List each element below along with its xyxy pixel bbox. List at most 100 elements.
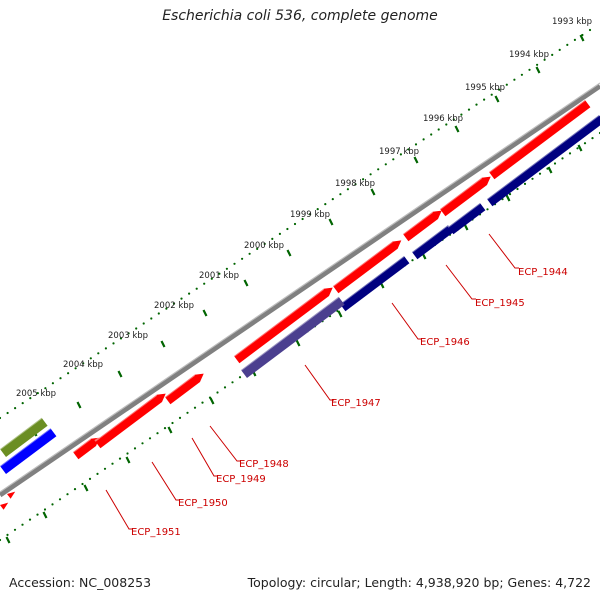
outer-tick-dot: [551, 53, 554, 57]
gene-forward-4[interactable]: [488, 99, 591, 180]
gene-label-leader: [151, 461, 180, 501]
outer-tick-dot: [165, 307, 168, 310]
outer-tick-dot: [286, 227, 289, 231]
gene-olive-body: [0, 417, 48, 457]
inner-tick-dot: [223, 386, 227, 389]
gene-label-leader: [209, 425, 241, 462]
gene-ecp-1947-forward[interactable]: [233, 287, 333, 364]
outer-tick-dot: [6, 411, 9, 415]
inner-tick-dot: [193, 406, 197, 409]
outer-tick-dot: [44, 387, 47, 390]
outer-tick-dot: [89, 357, 92, 360]
outer-tick-dot: [14, 407, 17, 410]
gene-ecp-1947[interactable]: [240, 295, 345, 378]
gene-label[interactable]: ECP_1945: [475, 298, 525, 309]
outer-tick-dot: [195, 287, 198, 290]
outer-tick-dot: [119, 337, 123, 340]
outer-tick-dot: [59, 377, 62, 380]
inner-tick-dot: [66, 493, 69, 496]
outer-tick-dot: [588, 28, 592, 32]
outer-tick-dot: [573, 38, 577, 42]
gene-forward-2[interactable]: [402, 210, 442, 242]
major-tick: [286, 249, 292, 257]
outer-tick-dot: [248, 252, 251, 255]
outer-tick-dot: [21, 402, 24, 405]
kbp-tick-label: 1997 kbp: [379, 147, 419, 157]
gene-blue[interactable]: [0, 427, 57, 474]
gene-label[interactable]: ECP_1950: [178, 498, 228, 509]
gene-ecp-1946-highlight: [339, 255, 405, 305]
gene-label[interactable]: ECP_1948: [239, 459, 289, 470]
major-tick: [243, 279, 249, 287]
major-tick: [370, 188, 376, 196]
major-tick: [413, 156, 419, 164]
gene-label[interactable]: ECP_1944: [518, 267, 568, 278]
gene-olive[interactable]: [0, 416, 48, 457]
outer-tick-dot: [180, 297, 183, 300]
outer-tick-dot: [566, 43, 569, 47]
gene-label[interactable]: ECP_1946: [420, 337, 470, 348]
backbone-highlight: [0, 82, 600, 493]
major-tick: [577, 144, 583, 152]
major-tick: [494, 95, 500, 103]
gene-label[interactable]: ECP_1947: [331, 398, 381, 409]
kbp-tick-label: 2002 kbp: [154, 301, 194, 311]
outer-tick-dot: [483, 98, 486, 101]
major-tick: [202, 309, 208, 317]
gene-fragment-2[interactable]: [7, 491, 16, 499]
gene-ecp-1947-body: [241, 296, 345, 378]
inner-tick-dot: [81, 482, 84, 486]
gene-forward-1[interactable]: [332, 240, 402, 294]
outer-tick-ring: [0, 28, 592, 437]
inner-tick-dot: [231, 381, 234, 384]
gene-ecp-1944-a[interactable]: [447, 202, 486, 235]
gene-blue-highlight: [0, 427, 52, 467]
outer-tick-dot: [528, 68, 531, 71]
inner-tick-dot: [576, 147, 579, 150]
genome-backbone: [0, 82, 600, 498]
gene-ecp-1951-body: [73, 437, 100, 460]
gene-ecp-1951[interactable]: [72, 437, 100, 460]
outer-tick-dot: [422, 138, 425, 141]
major-tick: [167, 426, 173, 434]
inner-tick-dot: [51, 503, 54, 506]
gene-forward-3[interactable]: [439, 176, 491, 217]
kbp-tick-label: 2004 kbp: [63, 360, 103, 370]
inner-tick-dot: [43, 508, 47, 511]
outer-tick-dot: [346, 188, 349, 191]
outer-tick-dot: [362, 178, 365, 181]
gene-ecp-1944-b[interactable]: [486, 114, 600, 207]
outer-tick-dot: [430, 133, 433, 136]
kbp-tick-label: 1995 kbp: [465, 83, 505, 93]
outer-tick-dot: [369, 173, 372, 176]
outer-tick-dot: [316, 208, 319, 211]
gene-label[interactable]: ECP_1951: [131, 527, 181, 538]
outer-tick-dot: [256, 247, 259, 250]
outer-tick-dot: [112, 342, 115, 345]
inner-tick-dot: [553, 162, 557, 165]
gene-label[interactable]: ECP_1949: [216, 474, 266, 485]
outer-tick-dot: [203, 282, 206, 285]
outer-tick-dot: [445, 123, 448, 126]
gene-ecp-1945[interactable]: [411, 224, 454, 260]
gene-ecp-1947-forward-highlight: [233, 287, 325, 357]
gene-forward-3-body: [440, 176, 491, 217]
gene-ecp-1947-highlight: [240, 295, 340, 371]
inner-tick-dot: [96, 472, 99, 475]
gene-ecp-1946[interactable]: [339, 255, 410, 312]
gene-fragment-1[interactable]: [0, 502, 9, 510]
inner-tick-dot: [58, 498, 62, 501]
gene-ecp-1949-highlight: [164, 373, 196, 398]
outer-tick-dot: [324, 203, 327, 206]
major-tick: [328, 218, 334, 226]
inner-tick-dot: [28, 518, 32, 521]
inner-tick-dot: [141, 442, 144, 445]
outer-tick-dot: [74, 367, 77, 370]
gene-ecp-1949-body: [165, 373, 204, 405]
gene-ecp-1949[interactable]: [164, 373, 204, 405]
outer-tick-dot: [392, 158, 395, 161]
gene-ecp-1950[interactable]: [94, 393, 166, 449]
kbp-tick-label: 1996 kbp: [423, 114, 463, 124]
major-tick: [579, 34, 585, 42]
